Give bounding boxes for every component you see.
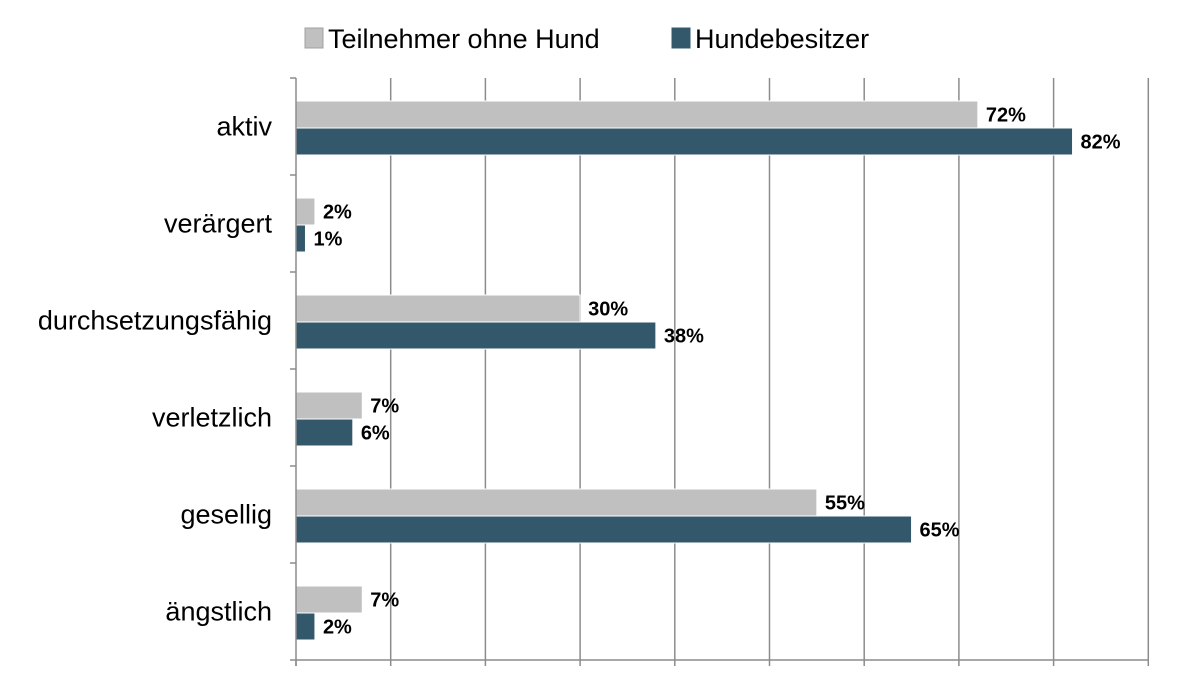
data-label: 30% — [588, 299, 628, 321]
category-label: verletzlich — [152, 403, 272, 433]
legend: Teilnehmer ohne Hund Hundebesitzer — [304, 24, 869, 54]
bar-hundebesitzer — [295, 321, 657, 350]
bar-hundebesitzer — [295, 127, 1074, 156]
category-label: aktiv — [216, 112, 272, 142]
category-labels: aktiv verärgert durchsetzungsfähig verletzl… — [38, 112, 273, 627]
data-label: 2% — [323, 202, 352, 224]
bar-ohne-hund — [295, 100, 979, 129]
data-label: 65% — [920, 520, 960, 542]
data-label: 55% — [825, 493, 865, 515]
bar-hundebesitzer — [295, 224, 306, 253]
legend-label: Teilnehmer ohne Hund — [328, 24, 600, 54]
data-label: 72% — [986, 105, 1026, 127]
legend-label: Hundebesitzer — [695, 24, 869, 54]
data-label: 1% — [313, 229, 342, 251]
category-label: durchsetzungsfähig — [38, 306, 272, 336]
data-label: 82% — [1081, 132, 1121, 154]
bar-hundebesitzer — [295, 612, 316, 641]
bar-ohne-hund — [295, 294, 581, 323]
bar-ohne-hund — [295, 391, 363, 420]
category-label: verärgert — [164, 209, 273, 239]
gridlines — [389, 78, 1150, 660]
bar-ohne-hund — [295, 197, 316, 226]
legend-swatch — [304, 27, 324, 49]
bar-hundebesitzer — [295, 418, 354, 447]
legend-swatch — [671, 27, 691, 49]
data-label: 2% — [323, 617, 352, 639]
category-label: ängstlich — [165, 597, 272, 627]
bar-ohne-hund — [295, 488, 818, 517]
bar-ohne-hund — [295, 585, 363, 614]
data-label: 6% — [361, 423, 390, 445]
data-label: 38% — [664, 326, 704, 348]
bars — [295, 100, 1074, 641]
data-label: 7% — [370, 590, 399, 612]
data-label: 7% — [370, 396, 399, 418]
bar-hundebesitzer — [295, 515, 913, 544]
data-labels: 72% 82% 2% 1% 30% 38% 7% 6% 55% 65% 7% 2% — [313, 105, 1120, 639]
category-label: gesellig — [180, 500, 272, 530]
axes — [290, 77, 1150, 666]
